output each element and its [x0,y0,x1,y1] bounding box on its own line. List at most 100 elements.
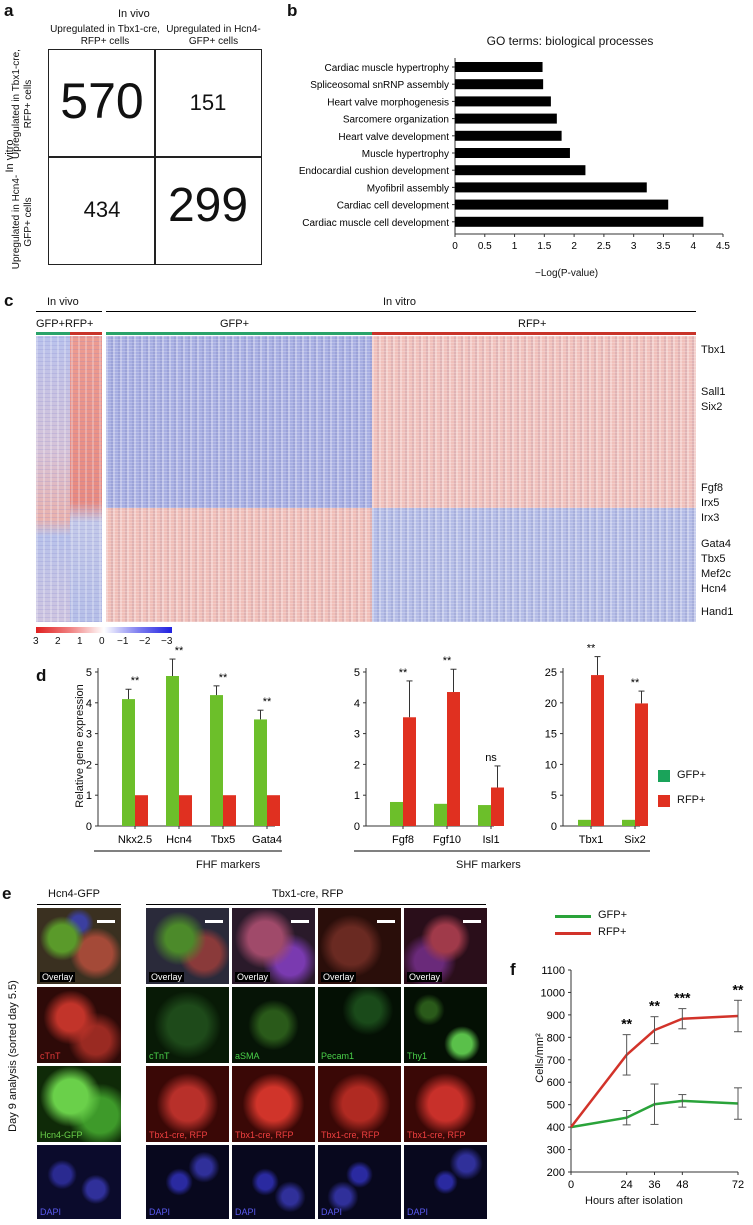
micro-rfp-2: Tbx1-cre, RFP [232,1066,315,1142]
micro-dapi-1: DAPI [146,1145,229,1219]
invivo-rfp-bar [70,332,102,335]
f-y-tick-label: 500 [547,1100,565,1112]
d-y-tick-label: 5 [551,790,557,802]
heatmap-in-vivo-label: In vivo [47,296,79,308]
d-y-tick-label: 25 [545,667,557,679]
dapi-label: DAPI [40,1207,62,1217]
d-y-tick-label: 3 [354,729,360,741]
d-bar-rfp [591,675,604,826]
rfp-label: Tbx1-cre, RFP [321,1130,380,1140]
heatmap-rfp-label: RFP+ [518,318,547,330]
go-category-label: Heart valve morphogenesis [327,97,449,108]
go-category-label: Cardiac cell development [337,201,450,212]
f-y-tick-label: 400 [547,1122,565,1134]
d-category-label: Tbx1 [579,834,603,846]
heatmap-in-vitro-label: In vitro [383,296,417,308]
d-bar-gfp [210,695,223,826]
d-category-label: Hcn4 [166,834,192,846]
f-x-tick-label: 0 [568,1179,574,1191]
thy1-label: Thy1 [407,1051,428,1061]
micro-tbx1-overlay-4: Overlay [404,908,487,984]
d-bar-gfp [622,819,635,826]
f-significance: ** [649,998,660,1014]
d-significance: ** [175,645,184,657]
d-y-tick-label: 0 [551,821,557,833]
d-bar-gfp [434,803,447,826]
micro-asma: aSMA [232,987,315,1063]
f-significance: ** [733,981,744,997]
d-significance: ** [631,677,640,689]
f-y-tick-label: 300 [547,1145,565,1157]
d-significance: ** [399,667,408,679]
fhf-markers-label: FHF markers [196,859,261,871]
d-category-label: Isl1 [482,834,499,846]
legend-rfp-line [555,932,591,935]
panel-a-letter: a [4,1,14,20]
f-legend-gfp: GFP+ [598,909,628,921]
d-category-label: Gata4 [252,834,282,846]
f-ylabel: Cells/mm² [534,1033,546,1083]
d-category-label: Fgf10 [433,834,461,846]
go-x-tick-label: 0.5 [478,241,492,252]
go-bar [455,199,669,210]
panel-e-letter: e [2,884,12,903]
d-significance: ** [587,643,596,655]
go-bar [455,182,647,193]
overlay-label: Overlay [40,972,76,982]
micro-rfp-1: Tbx1-cre, RFP [146,1066,229,1142]
d-bar-gfp [254,719,267,826]
d-bar-rfp [403,717,416,826]
ctnt-label: cTnT [149,1051,170,1061]
go-category-label: Sarcomere organization [343,115,449,126]
go-bar [455,165,586,176]
f-x-tick-label: 72 [732,1179,744,1191]
dapi-label: DAPI [235,1207,257,1217]
count-299: 299 [167,179,249,232]
go-bar-chart: Cardiac muscle hypertrophy Spliceosomal s… [299,58,730,252]
panel-a-col-header-2: Upregulated in Hcn4-GFP+ cells [166,24,261,47]
f-xlabel: Hours after isolation [585,1195,683,1207]
dapi-label: DAPI [321,1207,343,1217]
scale-tick: 1 [77,636,83,647]
f-y-tick-label: 700 [547,1055,565,1067]
micro-dapi-2: DAPI [232,1145,315,1219]
go-chart-title: GO terms: biological processes [486,34,654,48]
gene-irx3: Irx3 [701,512,720,524]
d-y-tick-label: 10 [545,759,557,771]
d-bar-rfp [267,795,280,826]
d-bar-rfp [635,703,648,826]
micro-tbx1-overlay-2: Overlay [232,908,315,984]
scale-bar [463,920,481,923]
gene-hcn4: Hcn4 [701,583,727,595]
scale-bar [291,920,309,923]
pecam1-label: Pecam1 [321,1051,355,1061]
d-y-tick-label: 4 [354,698,360,710]
micro-rfp-3: Tbx1-cre, RFP [318,1066,401,1142]
heatmap-invitro [106,336,696,622]
go-x-tick-label: 1 [512,241,518,252]
d-y-tick-label: 0 [354,821,360,833]
micro-pecam1: Pecam1 [318,987,401,1063]
micro-hcn4-overlay: Overlay [37,908,121,984]
gene-sall1: Sall1 [701,386,726,398]
panel-b-letter: b [287,1,298,20]
f-x-tick-label: 48 [676,1179,688,1191]
legend-rfp-swatch [658,795,670,807]
heatmap-color-scale [36,627,172,633]
go-x-tick-label: 4.5 [716,241,730,252]
d-significance: ** [443,655,452,667]
gene-irx5: Irx5 [701,497,720,509]
micro-dapi-4: DAPI [404,1145,487,1219]
d-bar-rfp [179,795,192,826]
overlay-label: Overlay [321,972,357,982]
d-category-label: Fgf8 [392,834,414,846]
scale-tick: −2 [139,636,151,647]
f-y-tick-label: 200 [547,1167,565,1179]
go-x-tick-label: 3 [631,241,637,252]
rfp-group-bar [372,332,696,335]
d-y-tick-label: 5 [354,667,360,679]
d-category-label: Nkx2.5 [118,834,152,846]
gene-mef2c: Mef2c [701,568,731,580]
scale-bar [97,920,115,923]
micro-thy1: Thy1 [404,987,487,1063]
